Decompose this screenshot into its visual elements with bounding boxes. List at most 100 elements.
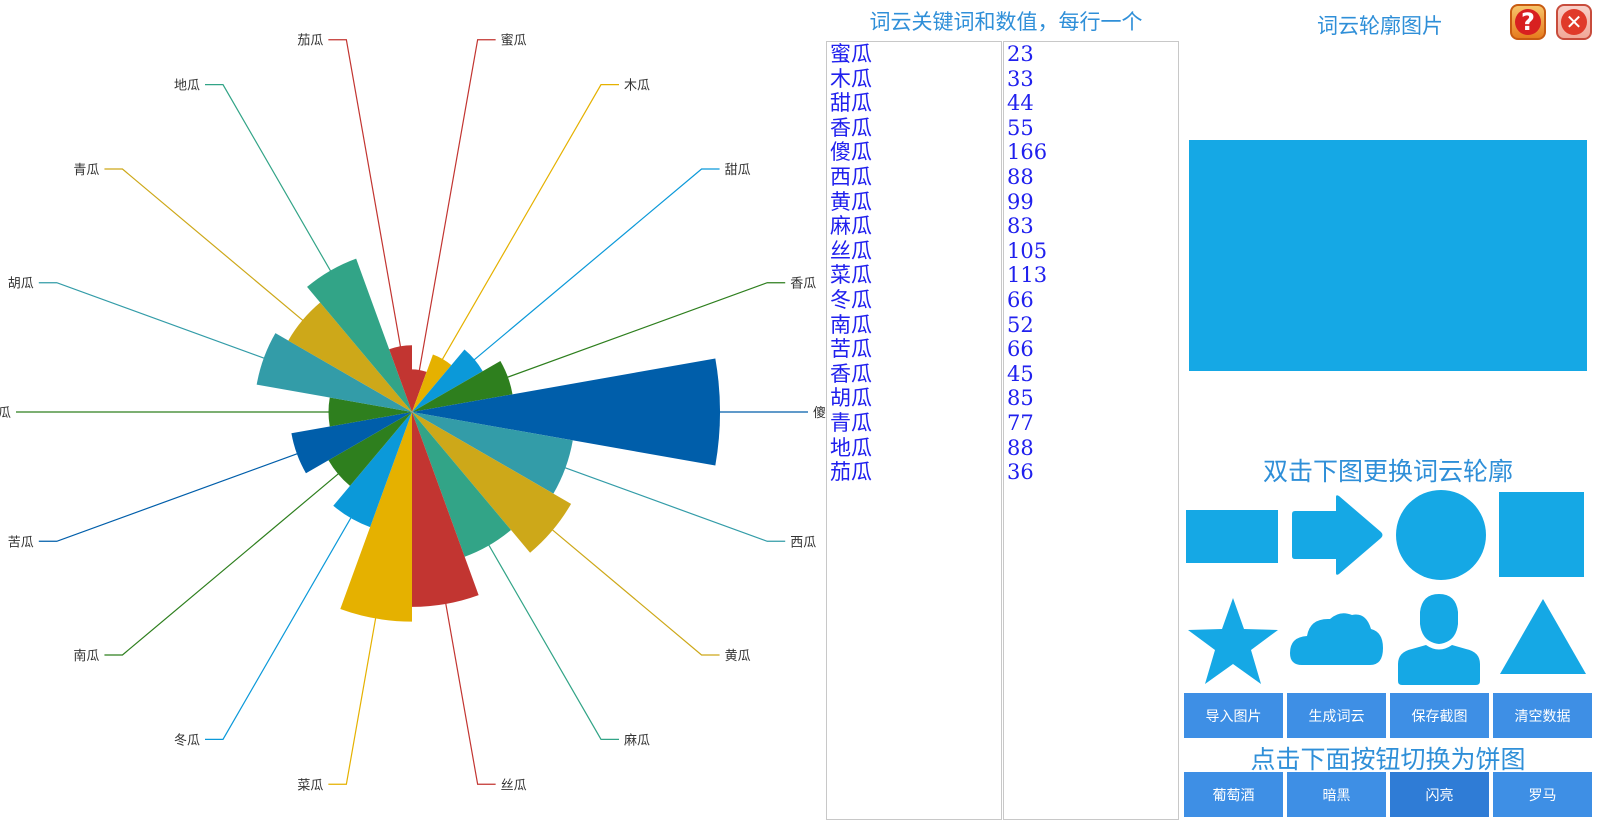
theme-wine-button[interactable]: 葡萄酒 <box>1184 772 1283 817</box>
keyword-row: 香瓜 <box>830 361 872 386</box>
change-outline-title: 双击下图更换词云轮廓 <box>1262 457 1513 486</box>
value-row: 77 <box>1007 410 1034 435</box>
rose-slice[interactable] <box>412 369 427 412</box>
keyword-row: 香瓜 <box>830 115 872 140</box>
slice-label: 傻瓜 <box>813 406 830 421</box>
value-row: 88 <box>1007 435 1034 460</box>
rose-slice[interactable] <box>328 412 412 486</box>
outline-preview[interactable] <box>1189 140 1587 371</box>
rose-slice[interactable] <box>412 412 479 607</box>
label-line <box>546 460 786 542</box>
keyword-row: 西瓜 <box>830 164 872 189</box>
keyword-row: 南瓜 <box>830 312 872 337</box>
value-row: 36 <box>1007 460 1034 485</box>
rose-slice[interactable] <box>412 412 511 557</box>
value-row: 52 <box>1007 312 1034 337</box>
slice-label: 丝瓜 <box>501 778 527 793</box>
value-row: 166 <box>1007 140 1048 165</box>
value-row: 66 <box>1007 287 1034 312</box>
save-screenshot-button[interactable]: 保存截图 <box>1390 693 1489 738</box>
value-row: 113 <box>1007 263 1048 288</box>
arrow-shape-option[interactable] <box>1290 494 1384 576</box>
slice-label: 蜜瓜 <box>501 34 527 49</box>
theme-roma-button[interactable]: 罗马 <box>1493 772 1592 817</box>
slice-label: 冬瓜 <box>174 732 200 748</box>
slice-label: 西瓜 <box>790 535 816 550</box>
cloud-shape-option[interactable] <box>1290 610 1384 666</box>
theme-shine-button[interactable]: 闪亮 <box>1390 772 1489 817</box>
label-line <box>466 168 720 367</box>
slice-label: 苦瓜 <box>8 534 34 550</box>
rose-slice[interactable] <box>307 258 412 412</box>
label-line <box>38 282 282 366</box>
help-button[interactable]: ? <box>1510 4 1546 40</box>
keyword-row: 苦瓜 <box>830 337 872 362</box>
rose-slice[interactable] <box>412 358 721 466</box>
value-row: 83 <box>1007 214 1034 239</box>
keyword-row: 蜜瓜 <box>830 42 872 66</box>
keyword-row: 胡瓜 <box>830 386 872 411</box>
label-line <box>104 466 348 656</box>
person-shape-option[interactable] <box>1396 592 1482 686</box>
value-row: 105 <box>1007 238 1048 263</box>
keyword-row: 甜瓜 <box>830 91 872 116</box>
slice-label: 地瓜 <box>174 79 200 94</box>
square-shape-option[interactable] <box>1499 492 1585 578</box>
slice-label: 菜瓜 <box>297 778 323 793</box>
slice-label: 木瓜 <box>624 79 650 94</box>
value-row: 23 <box>1007 42 1034 66</box>
value-row: 85 <box>1007 386 1034 411</box>
keyword-row: 麻瓜 <box>830 214 872 239</box>
star-shape-option[interactable] <box>1187 596 1279 686</box>
value-row: 44 <box>1007 91 1034 116</box>
label-line <box>328 39 403 355</box>
label-line <box>328 593 381 785</box>
keyword-row: 冬瓜 <box>830 287 872 312</box>
rose-slice[interactable] <box>333 412 412 528</box>
close-button[interactable]: ✕ <box>1556 4 1592 40</box>
rose-slice[interactable] <box>288 302 412 412</box>
import-image-button[interactable]: 导入图片 <box>1184 693 1283 738</box>
keyword-row: 木瓜 <box>830 66 872 91</box>
label-line <box>417 39 496 376</box>
keyword-row: 丝瓜 <box>830 238 872 263</box>
rose-slice[interactable] <box>340 412 412 622</box>
rectangle-shape-option[interactable] <box>1186 510 1278 564</box>
label-line <box>479 529 619 740</box>
label-line <box>104 168 317 332</box>
rose-slice[interactable] <box>256 333 412 412</box>
rose-slice[interactable] <box>389 345 412 412</box>
label-line <box>205 505 359 740</box>
keyword-row: 菜瓜 <box>830 263 872 288</box>
circle-shape-option[interactable] <box>1395 489 1487 581</box>
values-textarea[interactable]: 23 33 44 55 166 88 99 83 105 113 66 52 66 45 85 77 88 36 <box>1003 41 1179 820</box>
rose-slice[interactable] <box>412 360 513 412</box>
rose-slice[interactable] <box>412 349 483 412</box>
keyword-row: 地瓜 <box>830 435 872 460</box>
keywords-title: 词云关键词和数值，每行一个 <box>869 10 1143 34</box>
slice-label: 甜瓜 <box>725 162 751 178</box>
rose-slice[interactable] <box>412 354 452 412</box>
theme-dark-button[interactable]: 暗黑 <box>1287 772 1386 817</box>
label-line <box>441 580 496 785</box>
slice-label: 香瓜 <box>0 406 11 421</box>
generate-wordcloud-button[interactable]: 生成词云 <box>1287 693 1386 738</box>
rose-slice[interactable] <box>412 412 572 553</box>
close-icon: ✕ <box>1561 9 1587 35</box>
value-row: 33 <box>1007 66 1034 91</box>
rose-slice[interactable] <box>328 397 412 427</box>
value-row: 45 <box>1007 361 1034 386</box>
label-line <box>438 84 619 366</box>
keyword-row: 茄瓜 <box>830 460 872 485</box>
rose-slice[interactable] <box>291 412 412 474</box>
clear-data-button[interactable]: 清空数据 <box>1493 693 1592 738</box>
rose-slice[interactable] <box>412 412 573 494</box>
slice-label: 南瓜 <box>73 648 99 664</box>
triangle-shape-option[interactable] <box>1499 598 1587 676</box>
keywords-textarea[interactable]: 蜜瓜 木瓜 甜瓜 香瓜 傻瓜 西瓜 黄瓜 麻瓜 丝瓜 菜瓜 冬瓜 南瓜 苦瓜 香瓜 胡瓜 青瓜 地瓜 茄瓜 <box>826 41 1002 820</box>
keyword-row: 黄瓜 <box>830 189 872 214</box>
slice-label: 胡瓜 <box>8 277 34 292</box>
keyword-row: 青瓜 <box>830 410 872 435</box>
slice-label: 茄瓜 <box>297 34 323 49</box>
